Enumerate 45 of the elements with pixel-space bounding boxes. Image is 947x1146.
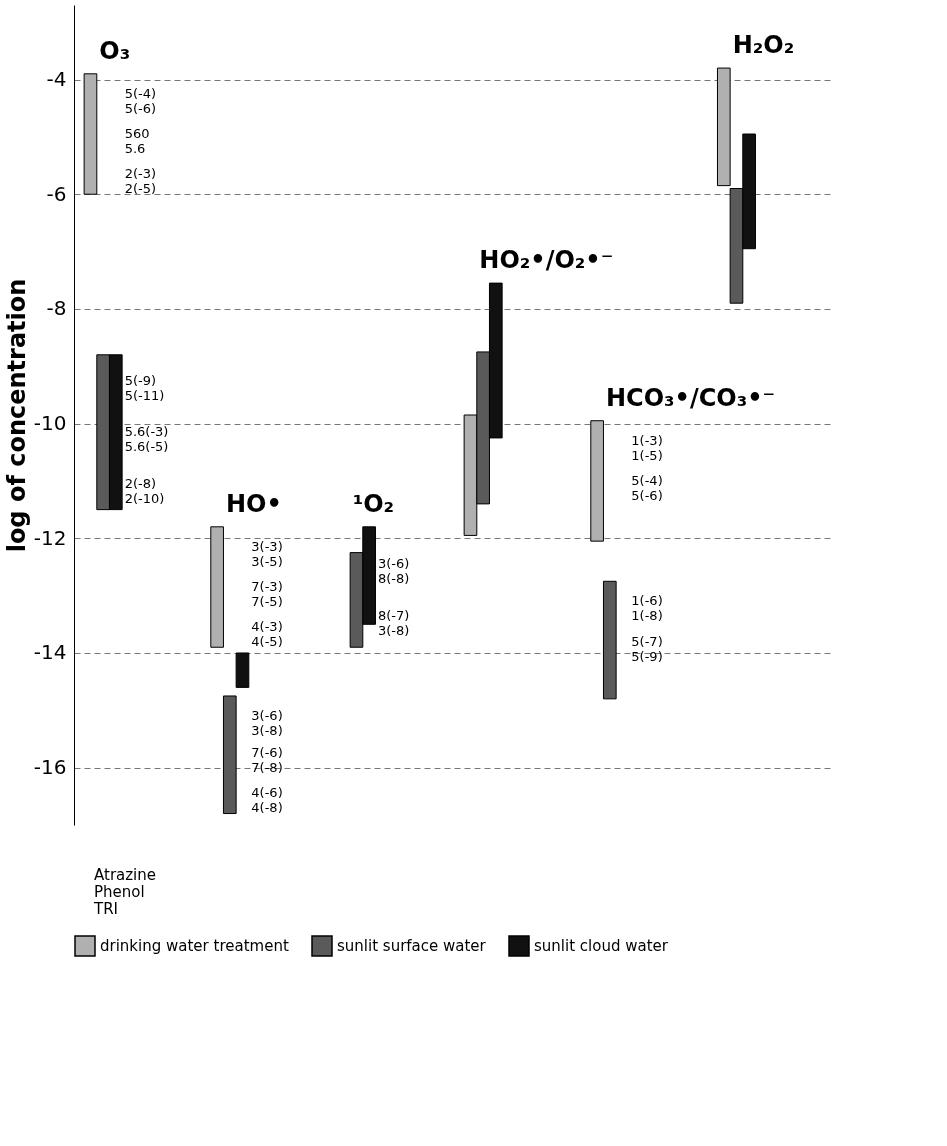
y-tick-label: -16 [33,755,67,780]
annotation: 7(-6) 7(-8) [251,745,283,776]
annotation: 7(-3) 7(-5) [251,579,283,610]
legend-label: sunlit surface water [337,937,487,955]
annotation: 1(-6) 1(-8) [631,593,663,624]
bar [602,580,617,700]
text: TRI [93,900,119,918]
x-tick-label: HO• [226,489,282,518]
annotation: 5(-9) 5(-11) [124,372,165,403]
y-tick-label: -12 [33,525,67,550]
annotation: 5(-7) 5(-9) [631,633,663,664]
bar [716,67,731,187]
x-tick-label: HCO₃•/CO₃•⁻ [606,383,776,412]
x-tick-label: HO₂•/O₂•⁻ [479,246,614,275]
annotation: 8(-7) 3(-8) [378,607,410,638]
annotation: 2(-3) 2(-5) [124,166,157,197]
annotation: 3(-3) 3(-5) [251,538,283,569]
annotation: 1(-3) 1(-5) [631,432,663,463]
y-tick-label: -8 [46,296,67,321]
annotation: 3(-6) 3(-8) [251,708,283,739]
bar [83,73,98,195]
annotation: 3(-6) 8(-8) [378,556,410,587]
annotation: 2(-8) 2(-10) [124,475,165,506]
annotation: 5.6(-3) 5.6(-5) [124,424,169,455]
annotation: 4(-3) 4(-5) [251,619,283,650]
annotation: 560 5.6 [124,126,150,157]
y-tick-label: -14 [33,640,67,665]
annotation: 4(-6) 4(-8) [251,785,283,816]
annotation: 5(-4) 5(-6) [631,472,663,503]
x-tick-label: ¹O₂ [352,489,395,518]
bar [590,420,604,542]
y-tick-label: -6 [46,181,67,206]
bar [235,652,250,688]
x-tick-label: H₂O₂ [732,31,795,60]
x-tick-label: O₃ [99,36,131,65]
legend-label: drinking water treatment [100,937,289,955]
y-axis-title: log of concentration [2,278,31,553]
text: Atrazine [94,866,157,884]
text: Phenol [94,883,145,901]
bar [222,695,237,815]
legend-label: sunlit cloud water [534,937,669,955]
annotation: 5(-4) 5(-6) [124,85,157,116]
y-tick-label: -4 [46,67,67,92]
y-tick-label: -10 [33,411,67,436]
bar [210,526,224,648]
